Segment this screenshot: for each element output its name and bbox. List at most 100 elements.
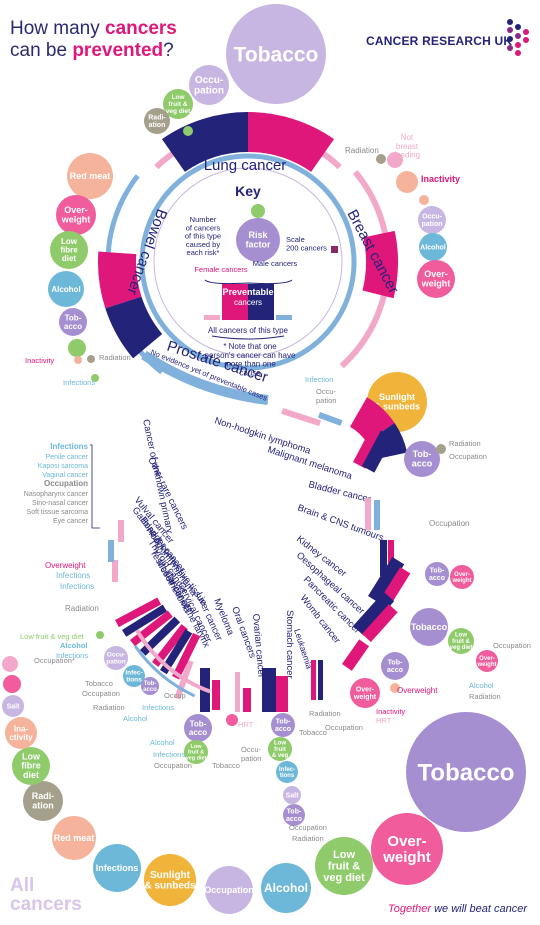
pancreatic-overweight-bubble — [476, 650, 498, 672]
ovarian-tobacco-label: Tobacco — [212, 761, 240, 770]
bladder-female-bar — [352, 426, 385, 469]
womb-hrt-label: HRT — [376, 716, 392, 725]
nhl-occupation-label2: pation — [316, 396, 336, 405]
left-fruitveg-label: Low fruit & veg diet — [20, 632, 85, 641]
all-salt-bubble — [2, 695, 24, 717]
stomach-occupation-label: Occupation — [289, 823, 327, 832]
key-small-bubble — [251, 204, 265, 218]
pancreatic-tobacco-bubble-label: Tobacco — [411, 622, 448, 632]
all-inactivity-bubble-label: Ina-ctivity — [9, 724, 33, 741]
stomach-label: Stomach cancer — [284, 610, 295, 679]
left-infections-label4: Infections — [142, 703, 174, 712]
key-total-blue — [276, 315, 292, 320]
left-spiral-arc — [135, 628, 211, 694]
bowel-radiation-dot — [87, 355, 95, 363]
oral-infections-label: Infections — [153, 750, 185, 759]
key-note: person's cancer can have — [205, 351, 296, 360]
left-alcohol-label: Alcohol — [60, 641, 88, 650]
bladder-radiation-label: Radiation — [449, 439, 481, 448]
womb-inactivity-label: Inactivity — [376, 707, 405, 716]
all-redmeat-bubble — [52, 816, 96, 860]
all-fibre-bubble — [12, 747, 50, 785]
key-female-label: Female cancers — [194, 265, 248, 274]
bowel-alcohol-bubble — [48, 271, 84, 307]
other-rare-occupation-item: Sino-nasal cancer — [32, 500, 89, 507]
all-alcohol-bubble-label: Alcohol — [264, 881, 308, 895]
brand-logo-dots — [500, 18, 532, 58]
left-infections-label2: Infections — [60, 582, 94, 591]
left-radiation-label2: Radiation — [93, 703, 125, 712]
left-occup-label: Occup — [164, 691, 186, 700]
lung-tobacco-bubble — [226, 4, 326, 104]
left-alcohol-label2: Alcohol — [123, 714, 148, 723]
stomach-tobacco-bubble — [271, 713, 295, 737]
breast-overweight-bubble — [417, 260, 455, 298]
bladder-male-bar — [362, 430, 394, 473]
key-risk-factor — [236, 218, 280, 262]
left-occupation-bubble — [104, 646, 128, 670]
brain-total-blue — [374, 500, 380, 530]
key-bracket — [204, 279, 293, 285]
oral-tobacco-bubble — [184, 714, 212, 742]
left-infections-label3: Infections — [56, 651, 88, 660]
all-overweight-bubble — [371, 813, 443, 885]
bowel-fibre-bubble — [50, 231, 88, 269]
key-number-label: caused by — [186, 240, 220, 249]
key-risk-factor-label: Risk factor — [245, 230, 271, 249]
kidney-male-bar — [380, 540, 387, 576]
leukaemia-male-bar — [318, 660, 323, 700]
all-radiation-bubble-label: Radi-ation — [32, 791, 55, 810]
breast-hrt-dot — [419, 195, 429, 205]
all-overweight-bubble-label: Over-weight — [382, 833, 431, 866]
nhl-label: Non-hodgkin lymphoma — [213, 415, 313, 457]
ovarian-female-bar — [243, 688, 251, 712]
oral-occupation-label: Occupation — [154, 761, 192, 770]
key-preventable-label: Preventable — [222, 287, 273, 297]
key-number-label: Number — [190, 215, 217, 224]
other-rare-occupation-head: Occupation — [44, 479, 88, 488]
all-tobacco-bubble-label: Tobacco — [418, 759, 515, 786]
bowel-redmeat-bubble — [67, 153, 113, 199]
bowel-fibre-bubble-label: Low fibre diet — [60, 237, 78, 263]
tagline: Together we will beat cancer — [388, 903, 528, 915]
pancreatic-fruitveg-bubble-label: Low fruit & veg diet — [450, 633, 473, 652]
lung-label: Lung cancer — [204, 157, 287, 174]
kidney-overweight-bubble — [450, 565, 474, 589]
other-rare-infection-item: Kaposi sarcoma — [38, 463, 88, 470]
pancreatic-overweight-bubble-label: Over-weight — [477, 656, 497, 668]
left-fan-bar — [122, 604, 167, 637]
breast-radiation-label: Radiation — [345, 146, 379, 155]
kidney-tobacco-bubble-label: Tob-acco — [429, 568, 445, 582]
breast-alcohol-bubble — [419, 233, 447, 261]
nhl-infection-label: Infection — [305, 375, 333, 384]
left-infections-label: Infections — [56, 571, 90, 580]
stomach-infections-bubble-label: Infec-tions — [279, 767, 295, 779]
pancreatic-occupation-label: Occupation — [493, 641, 531, 650]
pancreatic-tobacco-bubble — [410, 608, 448, 646]
other-rare-infections-head: Infections — [50, 442, 88, 451]
breast-inactivity-bubble — [396, 171, 418, 193]
melanoma-sunlight-bubble-label: Sunlight & sunbeds — [374, 392, 420, 411]
stomach-infections-bubble — [276, 761, 298, 783]
womb-overweight-label: Overweight — [397, 686, 438, 695]
all-notbf-bubble — [2, 656, 18, 672]
bowel-infections-label: Infections — [63, 378, 95, 387]
all-sunlight-bubble — [144, 854, 196, 906]
ovarian-occupation-label: Occu- — [241, 745, 262, 754]
ovarian-occupation-label2: pation — [241, 754, 261, 763]
all-infections-bubble-label: Infections — [96, 863, 139, 873]
stomach-tobacco-bubble-label: Tob-acco — [275, 719, 291, 733]
bowel-inactivity-label: Inactivity — [25, 356, 54, 365]
bowel-redmeat-bubble-label: Red meat — [70, 171, 111, 181]
all-hrt-bubble — [3, 675, 21, 693]
all-inactivity-bubble — [5, 717, 37, 749]
bladder-tobacco-bubble-label: Tob-acco — [412, 449, 433, 468]
left-fan-bar — [152, 624, 188, 667]
ovarian-hrt-dot — [226, 714, 238, 726]
leukaemia-female-bar — [311, 660, 316, 700]
all-tobacco-bubble — [406, 712, 526, 832]
key-inner-ring — [153, 167, 343, 357]
brain-label: Brain & CNS tumours — [296, 502, 385, 543]
